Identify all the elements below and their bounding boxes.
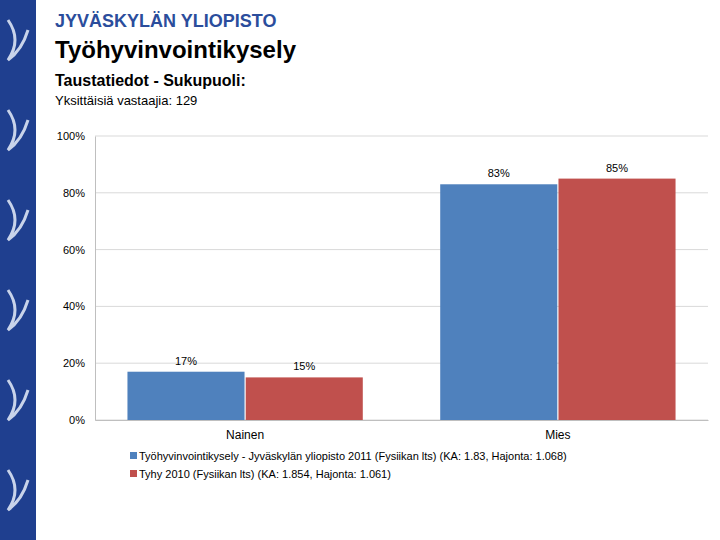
grid xyxy=(95,136,708,420)
bars xyxy=(127,179,675,420)
side-ornament xyxy=(8,200,28,240)
side-ornament xyxy=(8,290,28,330)
y-tick: 60% xyxy=(63,244,95,256)
data-label: 85% xyxy=(606,162,628,174)
y-tick-label: 60% xyxy=(63,244,85,256)
y-tick: 0% xyxy=(69,414,95,426)
y-tick: 80% xyxy=(63,187,95,199)
organization: JYVÄSKYLÄN YLIOPISTO xyxy=(55,11,276,31)
data-label: 17% xyxy=(175,355,197,367)
legend-swatch xyxy=(130,452,137,459)
y-axis: 0% 20% 40% 60% 80% 100% xyxy=(57,130,96,426)
title: Työhyvinvointikysely xyxy=(55,36,297,63)
x-tick: Mies xyxy=(545,420,570,442)
y-tick: 100% xyxy=(57,130,95,142)
y-tick-label: 20% xyxy=(63,357,85,369)
bar xyxy=(127,372,244,420)
legend-item: Työhyvinvointikysely - Jyväskylän yliopi… xyxy=(130,450,567,462)
annotation: Yksittäisiä vastaajia: 129 xyxy=(55,93,197,108)
y-tick-label: 40% xyxy=(63,300,85,312)
data-label: 15% xyxy=(293,360,315,372)
bar xyxy=(246,377,363,420)
y-tick-label: 80% xyxy=(63,187,85,199)
side-ornament xyxy=(8,20,28,60)
bar xyxy=(558,179,675,420)
y-tick-label: 100% xyxy=(57,130,85,142)
bar xyxy=(440,184,557,420)
y-axis-line xyxy=(95,137,96,421)
data-label: 83% xyxy=(488,167,510,179)
x-axis: Nainen Mies xyxy=(96,420,709,442)
data-labels: 17% 83% 15% 85% xyxy=(175,162,628,373)
legend-label: Työhyvinvointikysely - Jyväskylän yliopi… xyxy=(139,450,567,462)
side-band xyxy=(0,0,36,540)
x-axis-line xyxy=(96,420,709,421)
y-tick: 40% xyxy=(63,300,95,312)
page: JYVÄSKYLÄN YLIOPISTO Työhyvinvointikysely… xyxy=(0,0,720,540)
x-tick: Nainen xyxy=(226,420,264,442)
legend-swatch xyxy=(130,470,137,477)
side-ornament xyxy=(8,380,28,420)
legend: Työhyvinvointikysely - Jyväskylän yliopi… xyxy=(130,450,567,480)
grid-line xyxy=(95,136,708,137)
y-tick: 20% xyxy=(63,357,95,369)
y-tick-label: 0% xyxy=(69,414,85,426)
subtitle: Taustatiedot - Sukupuoli: xyxy=(55,72,246,89)
legend-label: Tyhy 2010 (Fysiikan lts) (KA: 1.854, Haj… xyxy=(139,468,391,480)
x-tick-label: Mies xyxy=(545,428,570,442)
side-ornament xyxy=(8,110,28,150)
x-tick-label: Nainen xyxy=(226,428,264,442)
legend-item: Tyhy 2010 (Fysiikan lts) (KA: 1.854, Haj… xyxy=(130,468,391,480)
side-ornament xyxy=(8,470,28,510)
